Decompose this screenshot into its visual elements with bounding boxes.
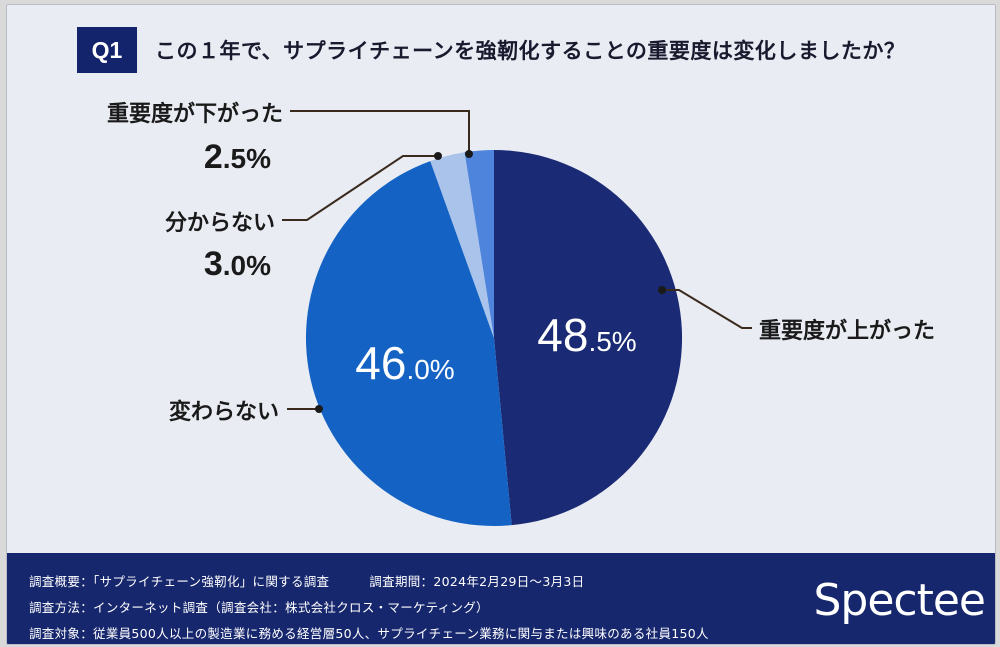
value-label-increased: 48.5% — [537, 309, 636, 361]
value-label-unchanged: 46.0% — [355, 337, 454, 389]
target-label: 調査対象： — [29, 626, 94, 641]
category-label-unknown: 分からない — [165, 211, 275, 236]
pie-slice-decreased — [464, 150, 494, 338]
method-label: 調査方法： — [29, 600, 94, 615]
question-text: この１年で、サプライチェーンを強靭化することの重要度は変化しましたか？ — [155, 39, 906, 63]
leader-line-unknown — [282, 155, 438, 221]
leader-line-increased — [662, 289, 752, 329]
survey-card: Q1 この１年で、サプライチェーンを強靭化することの重要度は変化しましたか？ 4… — [6, 4, 996, 645]
leader-dot-decreased — [465, 150, 473, 158]
survey-target: 調査対象：従業員500人以上の製造業に務める経営層50人、サプライチェーン業務に… — [29, 623, 709, 642]
period-value: 2024年2月29日～3月3日 — [433, 574, 585, 589]
category-label-increased: 重要度が上がった — [759, 318, 935, 344]
survey-method: 調査方法：インターネット調査（調査会社：株式会社クロス・マーケティング） — [29, 597, 489, 616]
method-value: インターネット調査（調査会社：株式会社クロス・マーケティング） — [93, 600, 489, 615]
pie-chart: 48.5% 46.0% 重要度が上がった 変わらない 分からない 3.0% 重要… — [107, 101, 935, 527]
category-label-unchanged: 変わらない — [169, 399, 279, 425]
category-label-decreased: 重要度が下がった — [107, 101, 283, 127]
period-label: 調査期間： — [369, 574, 434, 589]
value-label-decreased: 2.5% — [204, 138, 271, 176]
survey-summary: 調査概要：「サプライチェーン強靭化」に関する調査 調査期間：2024年2月29日～… — [29, 571, 584, 590]
pie-slice-increased — [494, 150, 683, 526]
leader-line-decreased — [290, 110, 470, 154]
pie-slice-unknown — [430, 152, 494, 338]
summary-value: 「サプライチェーン強靭化」に関する調査 — [93, 574, 330, 589]
value-label-unknown: 3.0% — [204, 245, 271, 283]
target-value: 従業員500人以上の製造業に務める経営層50人、サプライチェーン業務に関与または… — [93, 626, 709, 641]
spectee-logo: Spectee — [813, 575, 986, 626]
question-header: Q1 この１年で、サプライチェーンを強靭化することの重要度は変化しましたか？ — [77, 27, 905, 73]
pie-slice-unchanged — [305, 161, 512, 527]
leader-dot-unchanged — [315, 405, 323, 413]
question-number-badge: Q1 — [77, 27, 137, 73]
survey-footer: 調査概要：「サプライチェーン強靭化」に関する調査 調査期間：2024年2月29日～… — [7, 553, 995, 644]
pie-slices — [305, 150, 683, 527]
leader-dot-increased — [658, 286, 666, 294]
summary-label: 調査概要： — [29, 574, 94, 589]
leader-dot-unknown — [434, 152, 442, 160]
